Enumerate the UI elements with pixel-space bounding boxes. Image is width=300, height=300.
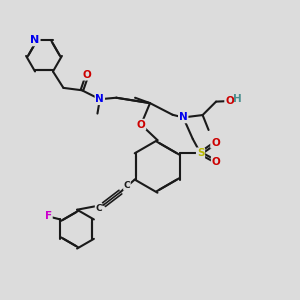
Text: O: O xyxy=(137,120,146,130)
Text: H: H xyxy=(233,94,242,104)
Text: O: O xyxy=(211,138,220,148)
Text: S: S xyxy=(197,148,204,158)
Text: O: O xyxy=(83,70,92,80)
Text: C: C xyxy=(95,204,102,213)
Text: O: O xyxy=(225,96,234,106)
Text: C: C xyxy=(124,181,130,190)
Text: F: F xyxy=(45,212,52,221)
Text: N: N xyxy=(179,112,188,122)
Text: O: O xyxy=(212,157,220,166)
Text: N: N xyxy=(30,35,40,45)
Text: N: N xyxy=(95,94,104,104)
